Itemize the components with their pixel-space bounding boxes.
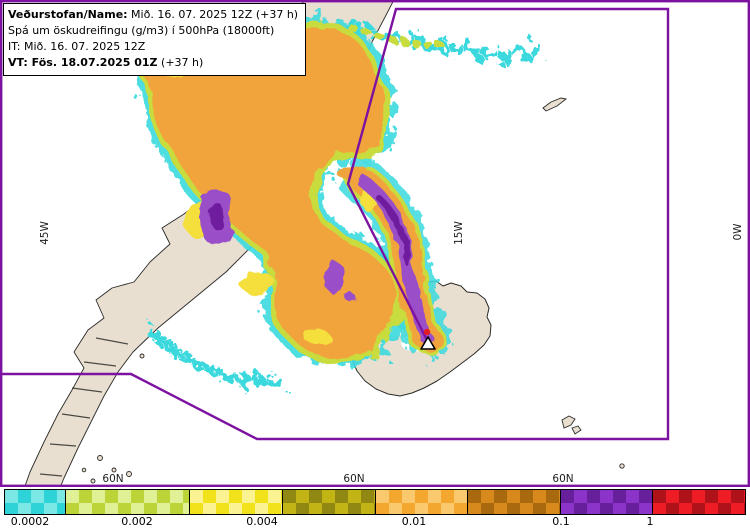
colorbar-tick-0.004: 0.004 xyxy=(246,515,278,528)
colorbar-tick-0.0002: 0.0002 xyxy=(10,515,50,528)
info-line-it: IT: Mið. 16. 07. 2025 12Z xyxy=(8,39,146,53)
advisory-area-polygon xyxy=(0,7,670,441)
colorbar-segment-1 xyxy=(5,490,66,514)
volcano-triangle-icon xyxy=(420,336,436,350)
colorbar-segment-5 xyxy=(375,490,469,514)
jan-mayen-island xyxy=(542,97,568,112)
volcano-marker xyxy=(420,328,436,350)
ash-dispersion xyxy=(137,15,548,387)
info-name-label: Veðurstofan/Name: xyxy=(8,8,128,21)
colorbar xyxy=(4,489,746,515)
colorbar-tick-0.1: 0.1 xyxy=(552,515,570,528)
colorbar-segment-4 xyxy=(282,490,376,514)
colorbar-tick-1: 1 xyxy=(646,515,654,528)
faroe-islands xyxy=(561,415,625,469)
info-line-vt: VT: Fös. 18.07.2025 01Z (+37 h) xyxy=(8,55,298,71)
info-vt-label: VT: Fös. 18.07.2025 01Z xyxy=(8,55,158,69)
colorbar-tick-0.002: 0.002 xyxy=(121,515,153,528)
colorbar-segment-8 xyxy=(653,490,745,514)
colorbar-segment-6 xyxy=(468,490,561,514)
map-area: 45W 15W 0W 60N 60N 60N Veðurstofan/Name: Mið.… xyxy=(0,0,750,487)
colorbar-segment-7 xyxy=(560,490,654,514)
colorbar-segment-2 xyxy=(65,490,191,514)
map-frame xyxy=(0,0,750,487)
colorbar-ticks: 0.0002 0.002 0.004 0.01 0.1 1 xyxy=(4,515,746,531)
forecast-map-svg xyxy=(0,0,750,487)
eruption-site-dot xyxy=(423,328,431,336)
info-vt-value: (+37 h) xyxy=(157,55,204,69)
info-line-product: Spá um öskudreifingu (g/m3) í 500hPa (18… xyxy=(8,23,275,37)
info-box: Veðurstofan/Name: Mið. 16. 07. 2025 12Z … xyxy=(3,3,307,76)
colorbar-tick-0.01: 0.01 xyxy=(401,515,427,528)
info-line-name: Veðurstofan/Name: Mið. 16. 07. 2025 12Z … xyxy=(8,7,298,23)
colorbar-segment-3 xyxy=(190,490,283,514)
info-name-value: Mið. 16. 07. 2025 12Z (+37 h) xyxy=(127,8,299,21)
